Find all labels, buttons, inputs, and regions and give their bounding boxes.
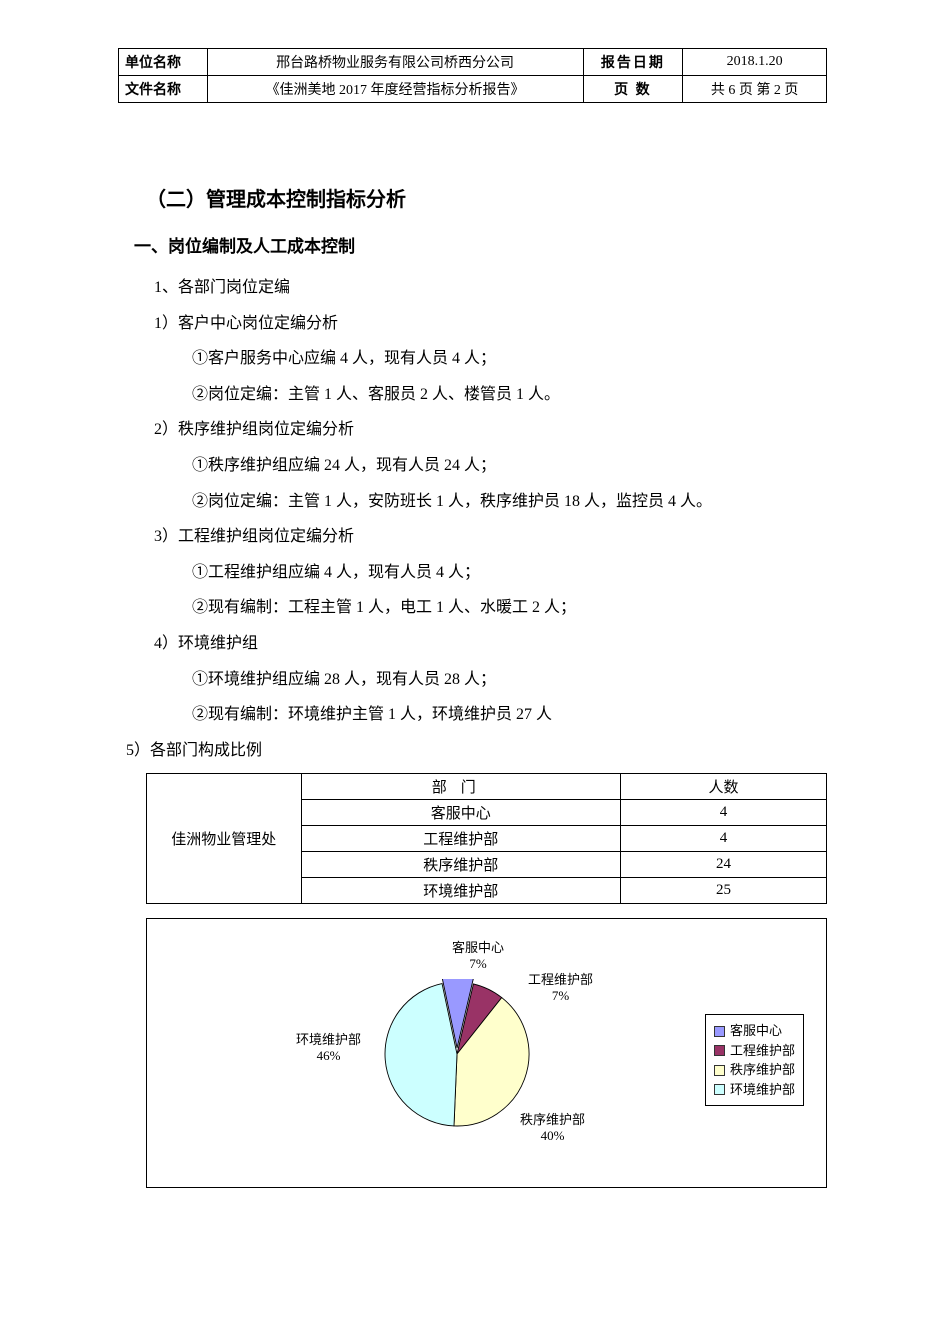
pie-label-zx-pct: 40% — [541, 1128, 565, 1143]
pie-wrap: 客服中心 7% 工程维护部 7% 秩序维护部 40% 环境维护部 46% — [382, 979, 532, 1129]
legend-item: 客服中心 — [714, 1021, 795, 1041]
pie-label-hj: 环境维护部 46% — [296, 1029, 361, 1064]
legend-swatch-icon — [714, 1045, 725, 1056]
pie-label-kf: 客服中心 7% — [452, 937, 504, 972]
page-label: 页 数 — [583, 76, 683, 103]
pie-label-zx-name: 秩序维护部 — [520, 1112, 585, 1127]
date-label: 报告日期 — [583, 49, 683, 76]
group-2-a: ①秩序维护组应编 24 人，现有人员 24 人； — [192, 449, 827, 483]
col-dept-header: 部门 — [301, 774, 620, 800]
page: 单位名称 邢台路桥物业服务有限公司桥西分公司 报告日期 2018.1.20 文件… — [0, 0, 945, 1228]
legend-swatch-icon — [714, 1084, 725, 1095]
unit-label: 单位名称 — [119, 49, 208, 76]
header-row-2: 文件名称 《佳洲美地 2017 年度经营指标分析报告》 页 数 共 6 页 第 … — [119, 76, 827, 103]
cell-dept: 客服中心 — [301, 800, 620, 826]
pie-legend: 客服中心 工程维护部 秩序维护部 环境维护部 — [705, 1014, 804, 1106]
col-num-header: 人数 — [620, 774, 826, 800]
group-4-b: ②现有编制：环境维护主管 1 人，环境维护员 27 人 — [192, 698, 827, 732]
content-body: （二）管理成本控制指标分析 一、岗位编制及人工成本控制 1、各部门岗位定编 1）… — [118, 183, 827, 1188]
group-3-a: ①工程维护组应编 4 人，现有人员 4 人； — [192, 556, 827, 590]
department-table: 佳洲物业管理处 部门 人数 客服中心 4 工程维护部 4 秩序维护部 24 环境… — [146, 773, 827, 904]
legend-item: 环境维护部 — [714, 1080, 795, 1100]
group-3-b: ②现有编制：工程主管 1 人，电工 1 人、水暖工 2 人； — [192, 591, 827, 625]
legend-item: 工程维护部 — [714, 1041, 795, 1061]
pie-label-kf-pct: 7% — [469, 956, 486, 971]
section-title: （二）管理成本控制指标分析 — [146, 183, 827, 212]
pie-slice — [454, 998, 529, 1126]
cell-dept: 环境维护部 — [301, 878, 620, 904]
group-2-title: 2）秩序维护组岗位定编分析 — [154, 413, 827, 447]
subsection-title: 一、岗位编制及人工成本控制 — [134, 232, 827, 257]
header-table: 单位名称 邢台路桥物业服务有限公司桥西分公司 报告日期 2018.1.20 文件… — [118, 48, 827, 103]
cell-num: 25 — [620, 878, 826, 904]
pie-slice — [385, 984, 457, 1126]
pie-svg — [382, 979, 532, 1129]
pie-chart — [382, 979, 532, 1129]
header-row-1: 单位名称 邢台路桥物业服务有限公司桥西分公司 报告日期 2018.1.20 — [119, 49, 827, 76]
group-1-title: 1）客户中心岗位定编分析 — [154, 307, 827, 341]
cell-dept: 工程维护部 — [301, 826, 620, 852]
pie-label-zx: 秩序维护部 40% — [520, 1109, 585, 1144]
table-rowhead: 佳洲物业管理处 — [147, 774, 302, 904]
group-1-b: ②岗位定编：主管 1 人、客服员 2 人、楼管员 1 人。 — [192, 378, 827, 412]
legend-swatch-icon — [714, 1026, 725, 1037]
file-label: 文件名称 — [119, 76, 208, 103]
pie-label-kf-name: 客服中心 — [452, 940, 504, 955]
pie-label-gc-pct: 7% — [552, 988, 569, 1003]
cell-num: 24 — [620, 852, 826, 878]
pie-chart-container: 客服中心 7% 工程维护部 7% 秩序维护部 40% 环境维护部 46% — [146, 918, 827, 1188]
legend-text: 环境维护部 — [730, 1080, 795, 1100]
cell-dept: 秩序维护部 — [301, 852, 620, 878]
pie-label-hj-name: 环境维护部 — [296, 1032, 361, 1047]
legend-item: 秩序维护部 — [714, 1060, 795, 1080]
legend-text: 秩序维护部 — [730, 1060, 795, 1080]
group-2-b: ②岗位定编：主管 1 人，安防班长 1 人，秩序维护员 18 人，监控员 4 人… — [192, 485, 827, 519]
unit-value: 邢台路桥物业服务有限公司桥西分公司 — [207, 49, 583, 76]
item-1: 1、各部门岗位定编 — [154, 271, 827, 305]
file-value: 《佳洲美地 2017 年度经营指标分析报告》 — [207, 76, 583, 103]
date-value: 2018.1.20 — [683, 49, 827, 76]
cell-num: 4 — [620, 800, 826, 826]
group-3-title: 3）工程维护组岗位定编分析 — [154, 520, 827, 554]
pie-label-hj-pct: 46% — [317, 1048, 341, 1063]
group-5-title: 5）各部门构成比例 — [126, 734, 827, 768]
group-4-a: ①环境维护组应编 28 人，现有人员 28 人； — [192, 663, 827, 697]
pie-label-gc-name: 工程维护部 — [528, 972, 593, 987]
cell-num: 4 — [620, 826, 826, 852]
group-1-a: ①客户服务中心应编 4 人，现有人员 4 人； — [192, 342, 827, 376]
legend-text: 工程维护部 — [730, 1041, 795, 1061]
pie-label-gc: 工程维护部 7% — [528, 969, 593, 1004]
legend-swatch-icon — [714, 1065, 725, 1076]
legend-text: 客服中心 — [730, 1021, 782, 1041]
group-4-title: 4）环境维护组 — [154, 627, 827, 661]
page-value: 共 6 页 第 2 页 — [683, 76, 827, 103]
table-header-row: 佳洲物业管理处 部门 人数 — [147, 774, 827, 800]
